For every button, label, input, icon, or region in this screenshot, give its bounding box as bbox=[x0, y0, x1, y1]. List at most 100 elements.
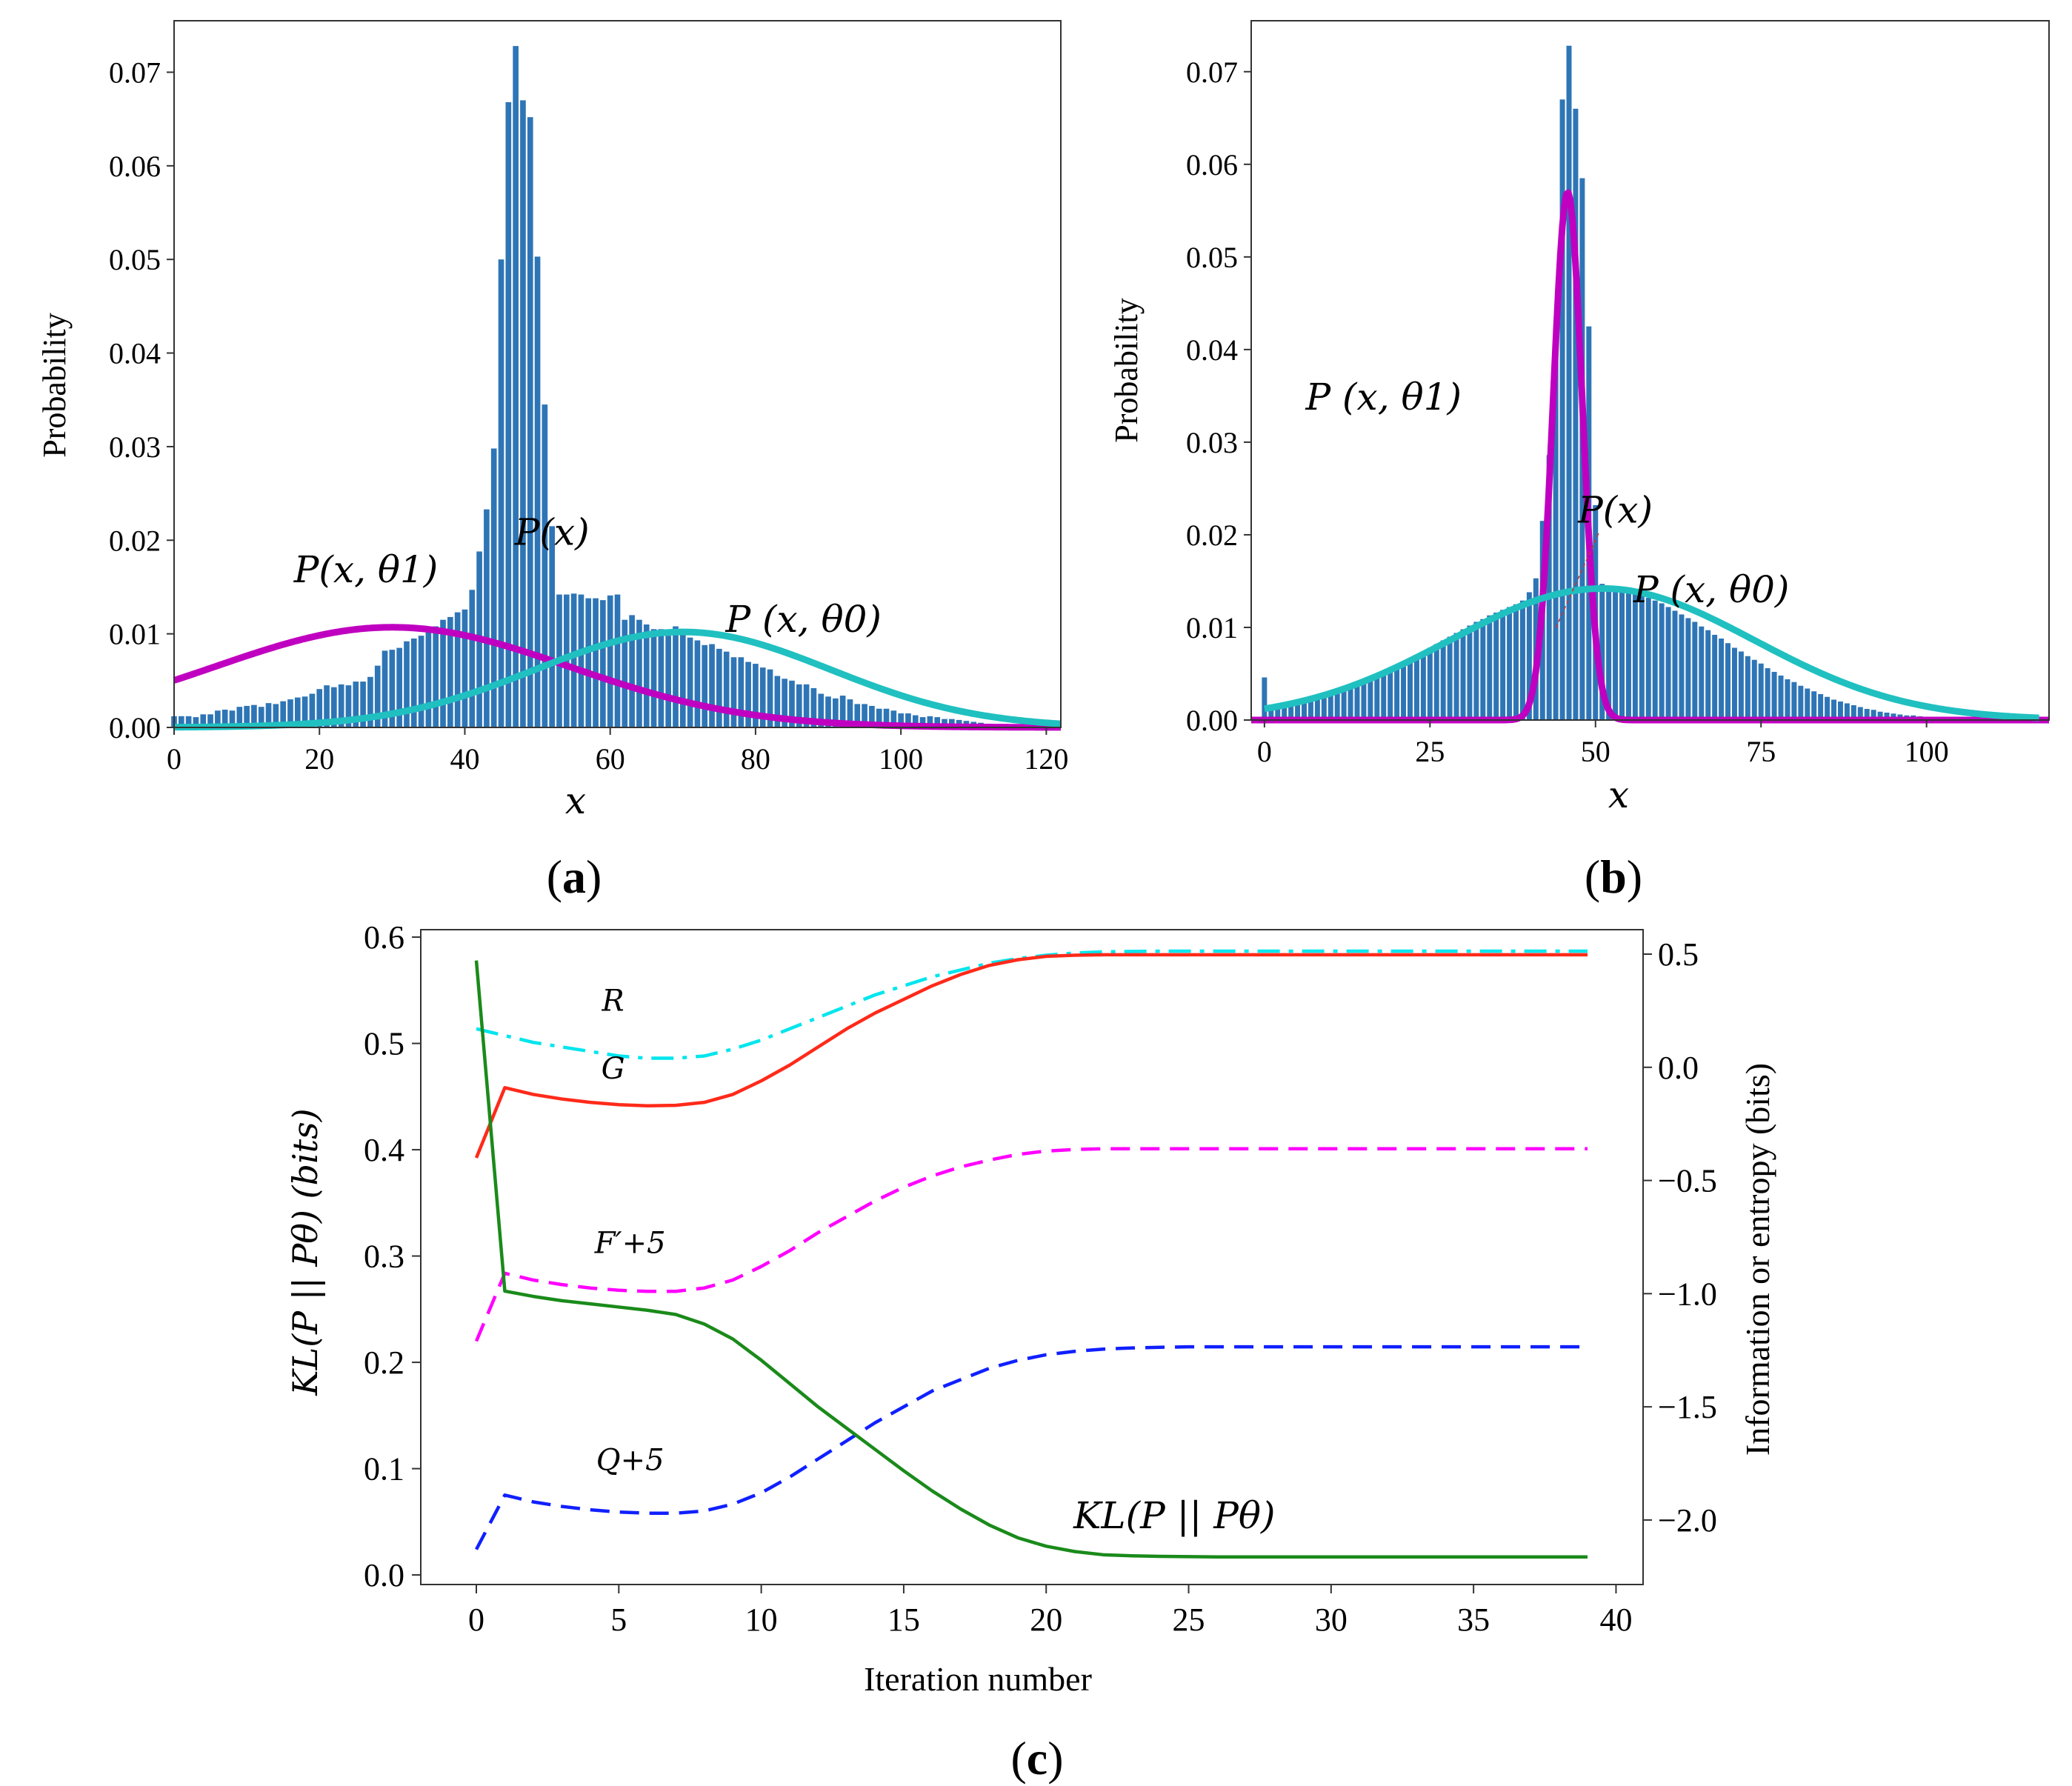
y-tick-label: 0.06 bbox=[109, 150, 161, 183]
x-tick-label: 100 bbox=[1905, 735, 1949, 768]
histogram-bar bbox=[505, 101, 512, 727]
histogram-bar bbox=[236, 707, 243, 727]
panel-b-annotations: P (x, θ1) P(x) P (x, θ0) bbox=[1305, 376, 1790, 611]
histogram-bar bbox=[1420, 651, 1426, 720]
x-tick-label: 10 bbox=[745, 1602, 778, 1638]
histogram-bar bbox=[1493, 612, 1499, 720]
series-label: R bbox=[602, 984, 624, 1018]
histogram-bar bbox=[883, 708, 890, 727]
histogram-bar bbox=[1659, 603, 1665, 720]
x-tick-label: 15 bbox=[887, 1602, 920, 1638]
y-tick-label: 0.04 bbox=[1186, 333, 1238, 367]
histogram-bar bbox=[520, 100, 526, 727]
histogram-bar bbox=[1685, 618, 1691, 720]
left-y-tick-label: 0.3 bbox=[364, 1239, 404, 1275]
histogram-bar bbox=[890, 710, 897, 727]
histogram-bar bbox=[730, 657, 737, 727]
panel-label-c: (c) bbox=[1010, 1732, 1063, 1785]
histogram-bar bbox=[1731, 647, 1737, 720]
histogram-bar bbox=[1394, 666, 1400, 720]
histogram-bar bbox=[490, 448, 497, 727]
histogram-bar bbox=[454, 612, 461, 727]
histogram-bar bbox=[374, 665, 381, 727]
histogram-bar bbox=[1831, 699, 1837, 720]
histogram-bar bbox=[462, 609, 468, 727]
histogram-bar bbox=[1791, 682, 1797, 720]
curve-annotation: P (x, θ0) bbox=[724, 598, 881, 641]
series-label: Q+5 bbox=[596, 1444, 664, 1478]
histogram-bar bbox=[614, 594, 621, 727]
x-tick-label: 30 bbox=[1315, 1602, 1348, 1638]
series-label: KL(P || Pθ) bbox=[1073, 1494, 1275, 1537]
histogram-bar bbox=[636, 619, 642, 727]
histogram-bar bbox=[324, 685, 330, 727]
histogram-bar bbox=[1460, 629, 1466, 720]
histogram-bar bbox=[513, 46, 519, 728]
histogram-bar bbox=[658, 629, 664, 727]
panel-c-right-y-label: Information or entropy (bits) bbox=[1739, 1063, 1776, 1456]
histogram-bar bbox=[1361, 682, 1367, 720]
left-y-tick-label: 0.6 bbox=[364, 919, 404, 956]
x-tick-label: 25 bbox=[1415, 735, 1445, 768]
histogram-bar bbox=[1321, 697, 1327, 720]
histogram-bar bbox=[753, 664, 759, 727]
histogram-bar bbox=[774, 676, 781, 727]
right-y-tick-label: −0.5 bbox=[1658, 1163, 1717, 1199]
histogram-bar bbox=[1314, 699, 1320, 720]
histogram-bar bbox=[1381, 673, 1387, 720]
histogram-bar bbox=[600, 600, 606, 727]
histogram-bar bbox=[1566, 45, 1572, 720]
histogram-bar bbox=[1473, 622, 1479, 720]
x-tick-label: 20 bbox=[304, 742, 334, 776]
panel-c-right-y-ticks: 0.5 0.0 −0.5 −1.0 −1.5 −2.0 bbox=[1643, 936, 1717, 1539]
histogram-bar bbox=[1672, 610, 1678, 720]
histogram-bar bbox=[912, 715, 919, 727]
panel-a-annotations: P(x, θ1) P(x) P (x, θ0) bbox=[293, 511, 882, 642]
histogram-bar bbox=[1500, 610, 1506, 720]
histogram-bar bbox=[673, 626, 679, 727]
histogram-bar bbox=[484, 509, 490, 727]
histogram-bar bbox=[1275, 709, 1281, 720]
histogram-bar bbox=[338, 684, 344, 727]
histogram-bar bbox=[1613, 588, 1619, 720]
x-tick-label: 75 bbox=[1746, 735, 1776, 768]
histogram-bar bbox=[1573, 108, 1579, 720]
series-line-F bbox=[474, 1147, 1588, 1342]
curve-annotation: P(x, θ1) bbox=[293, 548, 439, 591]
panel-b-y-ticks: 0.00 0.01 0.02 0.03 0.04 0.05 0.06 0.07 bbox=[1186, 56, 1251, 737]
histogram-bar bbox=[1851, 704, 1856, 720]
histogram-bar bbox=[1705, 630, 1711, 720]
histogram-bar bbox=[1341, 691, 1347, 720]
histogram-bar bbox=[1401, 662, 1407, 720]
histogram-bar bbox=[193, 717, 199, 727]
histogram-bar bbox=[1487, 615, 1493, 720]
histogram-bar bbox=[1328, 696, 1333, 720]
panel-a-bars bbox=[171, 46, 1035, 728]
histogram-bar bbox=[1519, 600, 1525, 720]
y-tick-label: 0.06 bbox=[1186, 148, 1238, 181]
histogram-bar bbox=[607, 595, 613, 727]
histogram-bar bbox=[331, 687, 337, 727]
histogram-bar bbox=[1758, 663, 1764, 720]
fitted-curve-theta1 bbox=[173, 624, 1062, 731]
histogram-bar bbox=[1765, 667, 1770, 720]
y-tick-label: 0.07 bbox=[109, 56, 161, 89]
histogram-bar bbox=[1811, 691, 1817, 720]
histogram-bar bbox=[1348, 688, 1353, 720]
histogram-bar bbox=[723, 651, 730, 727]
series-line-R bbox=[476, 949, 1588, 1060]
histogram-bar bbox=[215, 710, 221, 727]
histogram-bar bbox=[796, 684, 802, 727]
histogram-bar bbox=[767, 669, 773, 727]
histogram-bar bbox=[1553, 328, 1559, 720]
histogram-bar bbox=[1877, 711, 1883, 720]
fitted-curve-theta0 bbox=[1262, 584, 2041, 722]
histogram-bar bbox=[622, 619, 628, 727]
histogram-bar bbox=[759, 667, 766, 727]
panel-c-left-y-label: KL(P || Pθ) (bits) bbox=[285, 1108, 325, 1396]
y-tick-label: 0.07 bbox=[1186, 56, 1238, 89]
histogram-bar bbox=[1526, 592, 1532, 720]
x-tick-label: 0 bbox=[167, 742, 181, 776]
panel-a-histogram: 0 20 40 60 80 100 120 0.00 0.01 0.02 0.03 0.04 0.05… bbox=[36, 20, 1068, 822]
right-y-tick-label: 0.5 bbox=[1658, 936, 1699, 973]
